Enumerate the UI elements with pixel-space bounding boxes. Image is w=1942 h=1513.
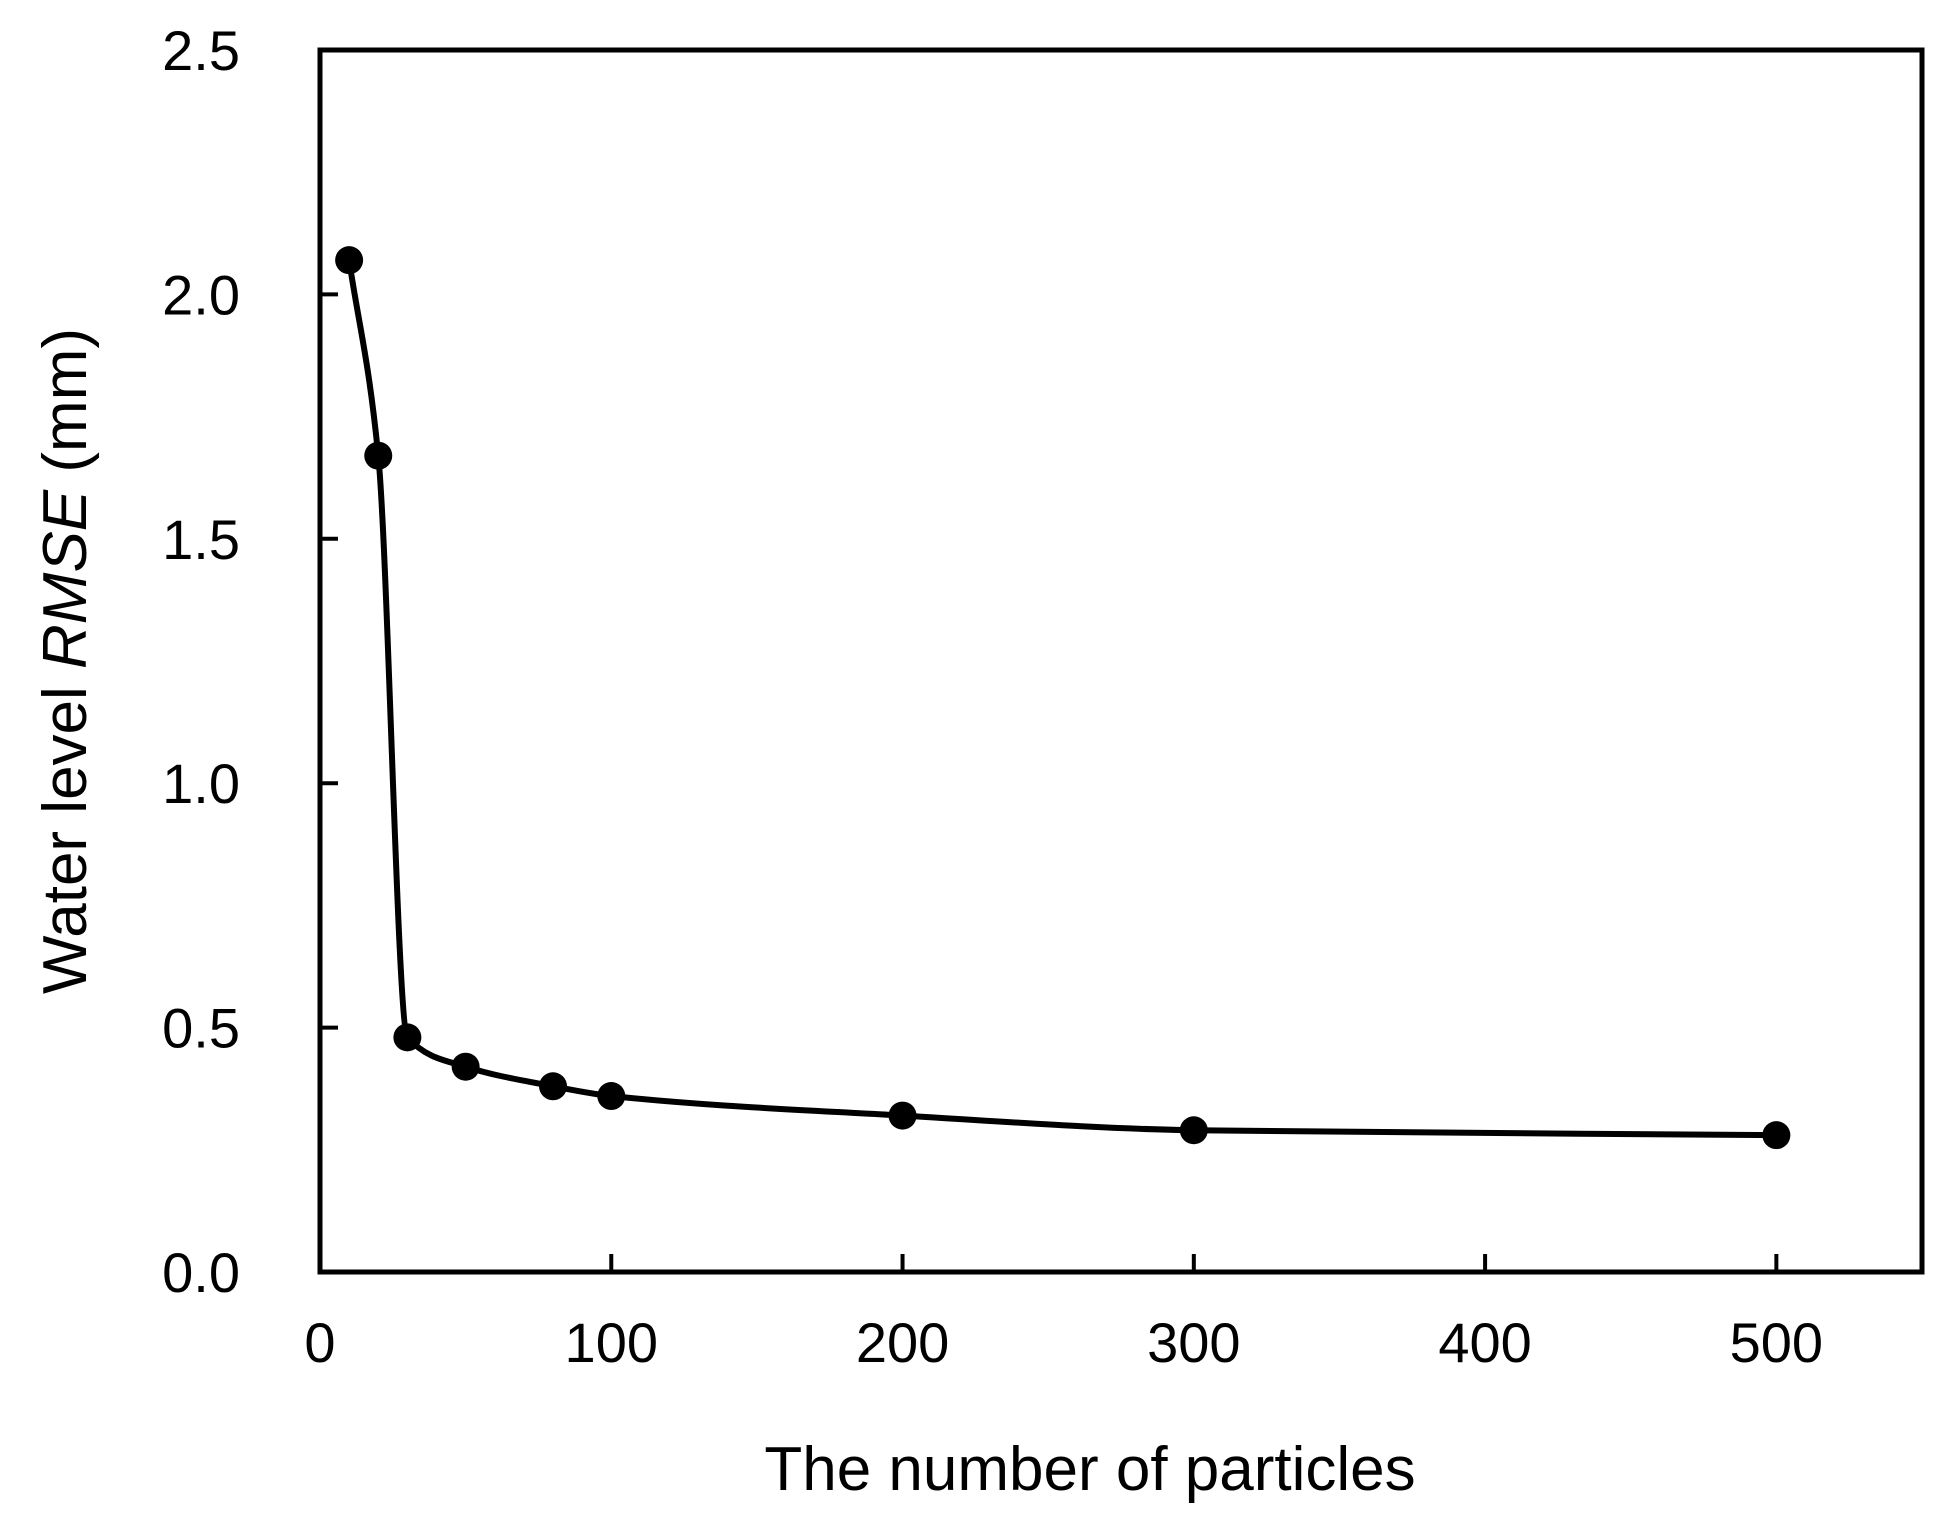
series-line: [346, 257, 1780, 1139]
data-point: [888, 1101, 917, 1130]
y-tick-label: 0.5: [162, 997, 240, 1060]
y-tick-label: 1.0: [162, 752, 240, 815]
data-point: [539, 1072, 568, 1101]
x-tick-label: 200: [856, 1311, 949, 1374]
data-point: [393, 1023, 422, 1052]
y-axis-title-prefix: Water level: [31, 669, 100, 994]
y-tick-label: 2.0: [162, 263, 240, 326]
x-tick-label: 0: [304, 1311, 335, 1374]
data-point: [1762, 1121, 1791, 1150]
y-axis-title: Water level RMSE (mm): [31, 328, 100, 994]
x-tick-label: 500: [1730, 1311, 1823, 1374]
series-layer: [335, 246, 1791, 1150]
y-axis-title-suffix: (mm): [31, 328, 100, 490]
y-tick-label: 0.0: [162, 1241, 240, 1304]
data-point: [451, 1052, 480, 1081]
x-tick-label: 100: [565, 1311, 658, 1374]
y-axis-title-italic: RMSE: [31, 489, 100, 669]
x-tick-label: 300: [1147, 1311, 1240, 1374]
data-point: [597, 1082, 626, 1111]
y-tick-label: 1.5: [162, 508, 240, 571]
y-tick-label: 2.5: [162, 19, 240, 82]
data-point: [1179, 1116, 1208, 1145]
x-tick-label: 400: [1438, 1311, 1531, 1374]
axis-tick-labels: 0 100 200 300 400 500 0.0 0.5 1.0 1.5 2.0 2.5: [162, 19, 1823, 1374]
data-point: [364, 441, 393, 470]
plot-area-border: [317, 47, 1925, 1275]
plot-frame: [317, 47, 1925, 1275]
axis-ticks: [318, 48, 1779, 1274]
x-axis-title: The number of particles: [764, 1435, 1415, 1504]
data-point: [335, 246, 364, 275]
